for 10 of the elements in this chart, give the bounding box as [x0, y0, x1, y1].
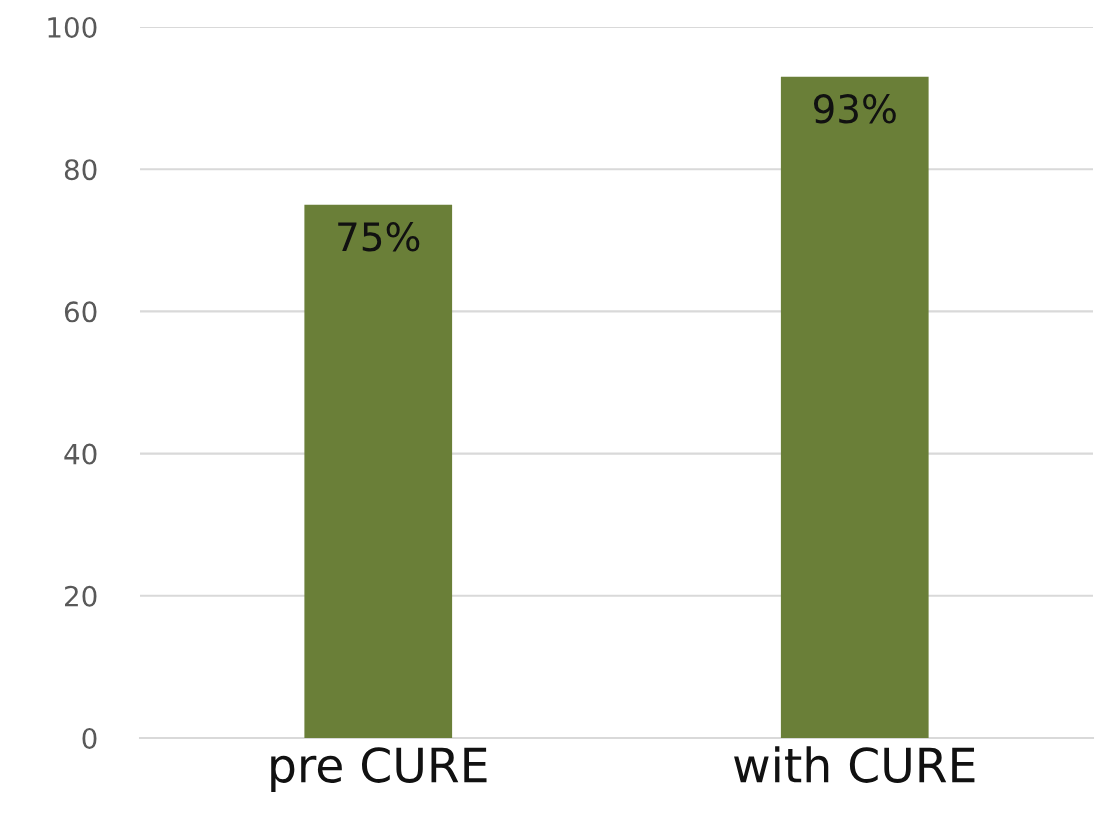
y-tick-label: 60: [64, 301, 97, 323]
data-label: 93%: [813, 94, 896, 124]
x-tick-label: with CURE: [734, 746, 975, 783]
y-tick-label: 20: [65, 585, 97, 607]
y-tick-label: 40: [64, 443, 97, 465]
y-tick-label: 0: [82, 727, 97, 749]
y-tick-label: 100: [48, 16, 97, 38]
data-label: 75%: [338, 222, 420, 252]
y-tick-label: 80: [64, 159, 97, 181]
x-tick-label: pre CURE: [271, 747, 487, 793]
